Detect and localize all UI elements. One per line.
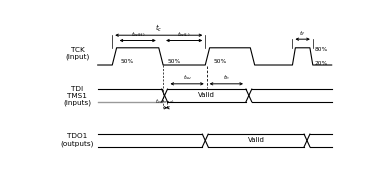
Text: TDI
TMS1
(inputs): TDI TMS1 (inputs) (63, 86, 92, 106)
Text: TCK
(input): TCK (input) (65, 47, 90, 61)
Text: Valid: Valid (198, 93, 215, 98)
Text: 20%: 20% (314, 61, 327, 66)
Text: 50%: 50% (214, 59, 227, 64)
Text: $t_{w(L)}$: $t_{w(L)}$ (177, 31, 191, 39)
Text: 80%: 80% (314, 47, 327, 52)
Text: $t_f$: $t_f$ (299, 29, 306, 38)
Text: 50%: 50% (121, 59, 134, 64)
Text: $t_{w(H)}$: $t_{w(H)}$ (130, 31, 145, 39)
Text: $t_c$: $t_c$ (155, 22, 162, 34)
Text: Valid: Valid (248, 137, 265, 143)
Text: $t_h$: $t_h$ (223, 74, 230, 83)
Text: $t_{cd(max)}$: $t_{cd(max)}$ (156, 98, 175, 106)
Text: TDO1
(outputs): TDO1 (outputs) (61, 133, 94, 147)
Text: $t_{su}$: $t_{su}$ (183, 74, 192, 83)
Text: 50%: 50% (168, 59, 181, 64)
